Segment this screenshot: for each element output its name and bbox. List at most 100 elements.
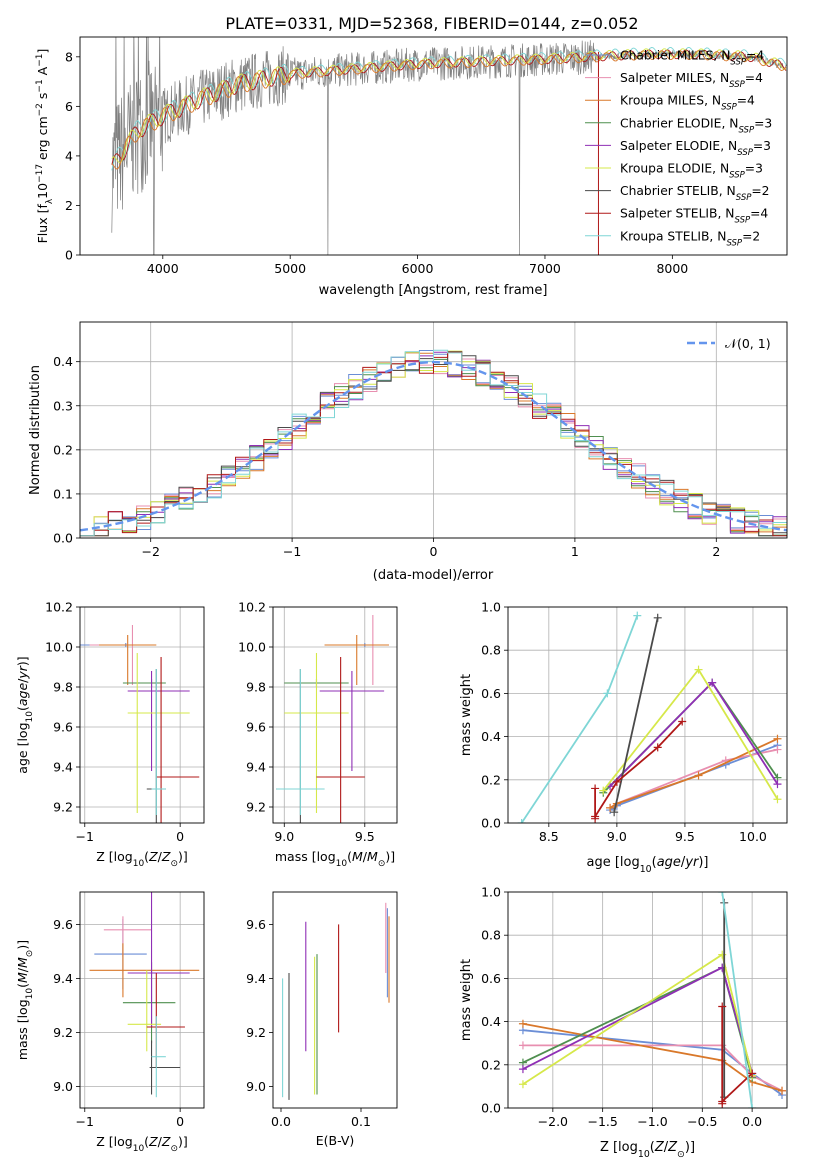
- y-tick-label: 10.0: [238, 640, 266, 655]
- mass-weight-vs-Z-panel: −2.0 −1.5 −1.0 −0.5 0.0 0.0 0.2 0.4 0.6 0.8 1.0 Z […: [459, 885, 788, 1160]
- legend-entry-chabrier_stelib: Chabrier STELIB, NSSP=2: [620, 184, 770, 203]
- y-tick-label: 9.2: [53, 800, 73, 815]
- weight-point-kroupa_miles: [773, 734, 782, 743]
- weight-point-kroupa_stelib: [603, 689, 612, 698]
- weight-point-kroupa_miles: [606, 803, 615, 812]
- x-axis-label: Z [log10(Z/Z⊙)]: [96, 849, 188, 869]
- y-tick-label: 9.8: [246, 680, 266, 695]
- axes-frame: [79, 606, 205, 824]
- y-tick-label: 0.3: [53, 398, 73, 413]
- y-tick-label: 0.2: [53, 442, 73, 457]
- model-spectrum-line-salpeter_stelib: [111, 49, 787, 165]
- legend-entry-chabrier_miles: Chabrier MILES, NSSP=4: [620, 49, 764, 68]
- y-tick-label: 0.1: [53, 486, 73, 501]
- x-tick-label: −2: [141, 544, 159, 559]
- y-tick-label: 10.2: [45, 600, 73, 615]
- y-tick-label: 0: [65, 248, 73, 263]
- x-tick-label: 9.0: [274, 829, 294, 844]
- plot-area: [276, 615, 389, 823]
- plot-area: [517, 611, 782, 823]
- weight-point-salpeter_elodie: [708, 678, 717, 687]
- x-tick-label: 0: [430, 544, 438, 559]
- weight-point-salpeter_stelib: [591, 784, 600, 793]
- y-tick-label: 9.4: [53, 971, 73, 986]
- weight-line-chabrier_elodie: [602, 681, 779, 794]
- y-tick-label: 9.2: [53, 1025, 73, 1040]
- x-tick-label: −0.5: [687, 1114, 717, 1129]
- weight-line-kroupa_stelib: [520, 615, 639, 823]
- legend-entry-salpeter_elodie: Salpeter ELODIE, NSSP=3: [620, 139, 771, 158]
- x-tick-label: 9.5: [355, 829, 375, 844]
- weight-line-salpeter_miles: [522, 1044, 783, 1092]
- weight-point-salpeter_stelib: [718, 1002, 727, 1011]
- histogram-series-salpeter_stelib: [80, 351, 787, 537]
- y-axis-label: mass [log10(M/M⊙)]: [15, 940, 35, 1060]
- y-tick-label: 6: [65, 99, 73, 114]
- weight-point-salpeter_stelib: [653, 743, 662, 752]
- plot-area: [111, 37, 787, 255]
- y-tick-label: 9.0: [53, 1079, 73, 1094]
- mass-vs-EBV-panel: 0.0 0.1 9.0 9.2 9.4 9.6 E(B-V): [246, 891, 398, 1148]
- y-tick-label: 0.0: [481, 1101, 501, 1116]
- spectrum-panel: 4000 5000 6000 7000 8000 0 2 4 6 8 wavelength [Ang…: [35, 36, 788, 298]
- x-tick-label: 0.0: [742, 1114, 762, 1129]
- x-tick-label: 2: [712, 544, 720, 559]
- weight-point-kroupa_stelib: [517, 819, 526, 823]
- model-spectrum-line-kroupa_stelib: [111, 47, 787, 171]
- axes-frame: [272, 606, 398, 824]
- weight-point-salpeter_elodie: [518, 1065, 527, 1074]
- mass-weight-vs-age-panel: 8.5 9.0 9.5 10.0 0.0 0.2 0.4 0.6 0.8 1.0 age [log1…: [459, 600, 788, 875]
- y-tick-label: 4: [65, 148, 73, 163]
- legend: Chabrier MILES, NSSP=4 Salpeter MILES, NS…: [585, 49, 772, 248]
- x-tick-label: 5000: [274, 261, 306, 276]
- y-axis-label: Normed distribution: [28, 365, 43, 495]
- y-tick-label: 1.0: [481, 600, 501, 615]
- legend-entry-normal: 𝒩(0, 1): [725, 336, 771, 351]
- weight-point-salpeter_miles: [518, 1041, 527, 1050]
- legend-entry-kroupa_miles: Kroupa MILES, NSSP=4: [620, 94, 755, 113]
- weight-point-salpeter_stelib: [678, 717, 687, 726]
- figure-title: PLATE=0331, MJD=52368, FIBERID=0144, z=0…: [225, 14, 638, 33]
- x-axis-label: (data-model)/error: [373, 568, 494, 583]
- weight-point-kroupa_stelib: [718, 892, 727, 896]
- axes-frame: [79, 36, 788, 256]
- legend-entry-kroupa_elodie: Kroupa ELODIE, NSSP=3: [620, 162, 763, 181]
- y-tick-label: 0.6: [481, 971, 501, 986]
- weight-point-salpeter_stelib: [612, 777, 621, 786]
- age-vs-Z-panel: −1 0 9.2 9.4 9.6 9.8 10.0 10.2 Z [log10(Z/Z⊙)] ag…: [15, 600, 205, 869]
- weight-point-kroupa_elodie: [694, 665, 703, 674]
- x-tick-label: 9.5: [675, 829, 695, 844]
- legend-entry-salpeter_miles: Salpeter MILES, NSSP=4: [620, 71, 763, 90]
- x-axis-label: mass [log10(M/M⊙)]: [275, 849, 395, 869]
- x-tick-label: 4000: [147, 261, 179, 276]
- plot-area: [89, 892, 200, 1098]
- weight-point-kroupa_miles: [518, 1019, 527, 1028]
- weight-point-salpeter_stelib: [591, 812, 600, 821]
- x-tick-label: −1: [76, 1114, 94, 1129]
- y-axis-label: mass weight: [459, 674, 474, 756]
- y-tick-label: 0.4: [481, 1014, 501, 1029]
- mass-vs-Z-panel: −1 0 9.0 9.2 9.4 9.6 Z [log10(Z/Z⊙)] mass [log1…: [15, 891, 205, 1154]
- weight-point-salpeter_stelib: [718, 1097, 727, 1106]
- y-tick-label: 2: [65, 198, 73, 213]
- legend-entry-salpeter_stelib: Salpeter STELIB, NSSP=4: [620, 207, 768, 226]
- y-tick-label: 0.2: [481, 772, 501, 787]
- x-tick-label: 10.0: [739, 829, 767, 844]
- y-tick-label: 9.2: [246, 1025, 266, 1040]
- weight-point-salpeter_miles: [773, 745, 782, 754]
- weight-point-kroupa_elodie: [599, 786, 608, 795]
- y-tick-label: 0.0: [481, 816, 501, 831]
- x-tick-label: 0.1: [351, 1114, 371, 1129]
- weight-line-salpeter_stelib: [594, 720, 683, 819]
- weight-point-salpeter_stelib: [748, 1069, 757, 1078]
- axes-frame: [272, 891, 398, 1109]
- x-tick-label: 0: [176, 1114, 184, 1129]
- weight-point-kroupa_elodie: [773, 795, 782, 804]
- axes-frame: [507, 891, 788, 1109]
- weight-point-salpeter_elodie: [773, 780, 782, 789]
- age-vs-mass-panel: 9.0 9.5 9.2 9.4 9.6 9.8 10.0 10.2 mass [log10(M/…: [238, 600, 398, 869]
- y-tick-label: 9.2: [246, 800, 266, 815]
- x-tick-label: 0: [176, 829, 184, 844]
- x-axis-label: Z [log10(Z/Z⊙)]: [600, 1140, 695, 1160]
